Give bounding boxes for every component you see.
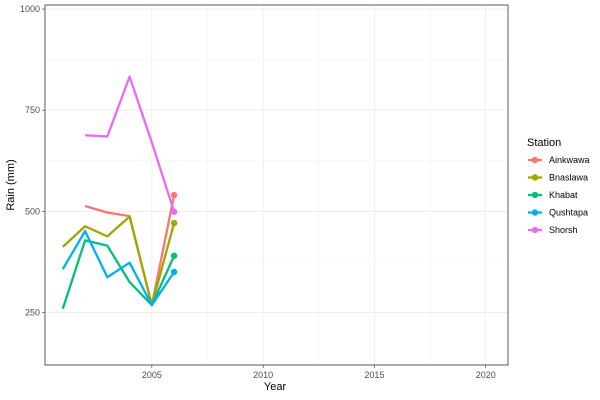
legend-key-point: [531, 191, 539, 199]
x-tick-label: 2005: [142, 370, 162, 380]
x-tick-label: 2010: [253, 370, 273, 380]
legend-label-shorsh: Shorsh: [549, 225, 578, 235]
legend-label-bnaslawa: Bnaslawa: [549, 173, 588, 183]
x-axis-title: Year: [264, 381, 287, 393]
y-tick-label: 750: [25, 105, 40, 115]
series-line-khabat: [61, 239, 176, 310]
y-tick-label: 1000: [20, 4, 40, 14]
legend-key-point: [531, 156, 539, 164]
legend-key-point: [531, 226, 539, 234]
series-line-qushtapa: [61, 229, 176, 307]
panel-border: [44, 4, 509, 366]
legend-label-qushtapa: Qushtapa: [549, 208, 588, 218]
series-point-bnaslawa: [170, 219, 178, 227]
y-tick-label: 250: [25, 307, 40, 317]
x-tick-label: 2015: [364, 370, 384, 380]
legend: Station Ainkwawa Bnaslawa Khabat Qushtapa Sh…: [527, 137, 590, 235]
y-axis-title: Rain (mm): [5, 159, 17, 210]
series-line-bnaslawa: [62, 215, 176, 307]
series-point-qushtapa: [170, 268, 178, 276]
series-point-khabat: [170, 252, 178, 259]
plot-panel: 2005 2010 2015 2020 250 500 750 1000: [20, 4, 509, 380]
y-tick-label: 500: [25, 206, 40, 216]
x-tick-label: 2020: [476, 370, 496, 380]
series-point-shorsh: [170, 208, 178, 215]
legend-key-point: [531, 174, 539, 181]
legend-key-point: [531, 209, 539, 216]
series-point-ainkwawa: [170, 191, 178, 199]
legend-label-ainkwawa: Ainkwawa: [549, 155, 590, 165]
series-line-shorsh: [85, 75, 176, 213]
legend-title: Station: [527, 137, 561, 149]
legend-label-khabat: Khabat: [549, 190, 578, 200]
